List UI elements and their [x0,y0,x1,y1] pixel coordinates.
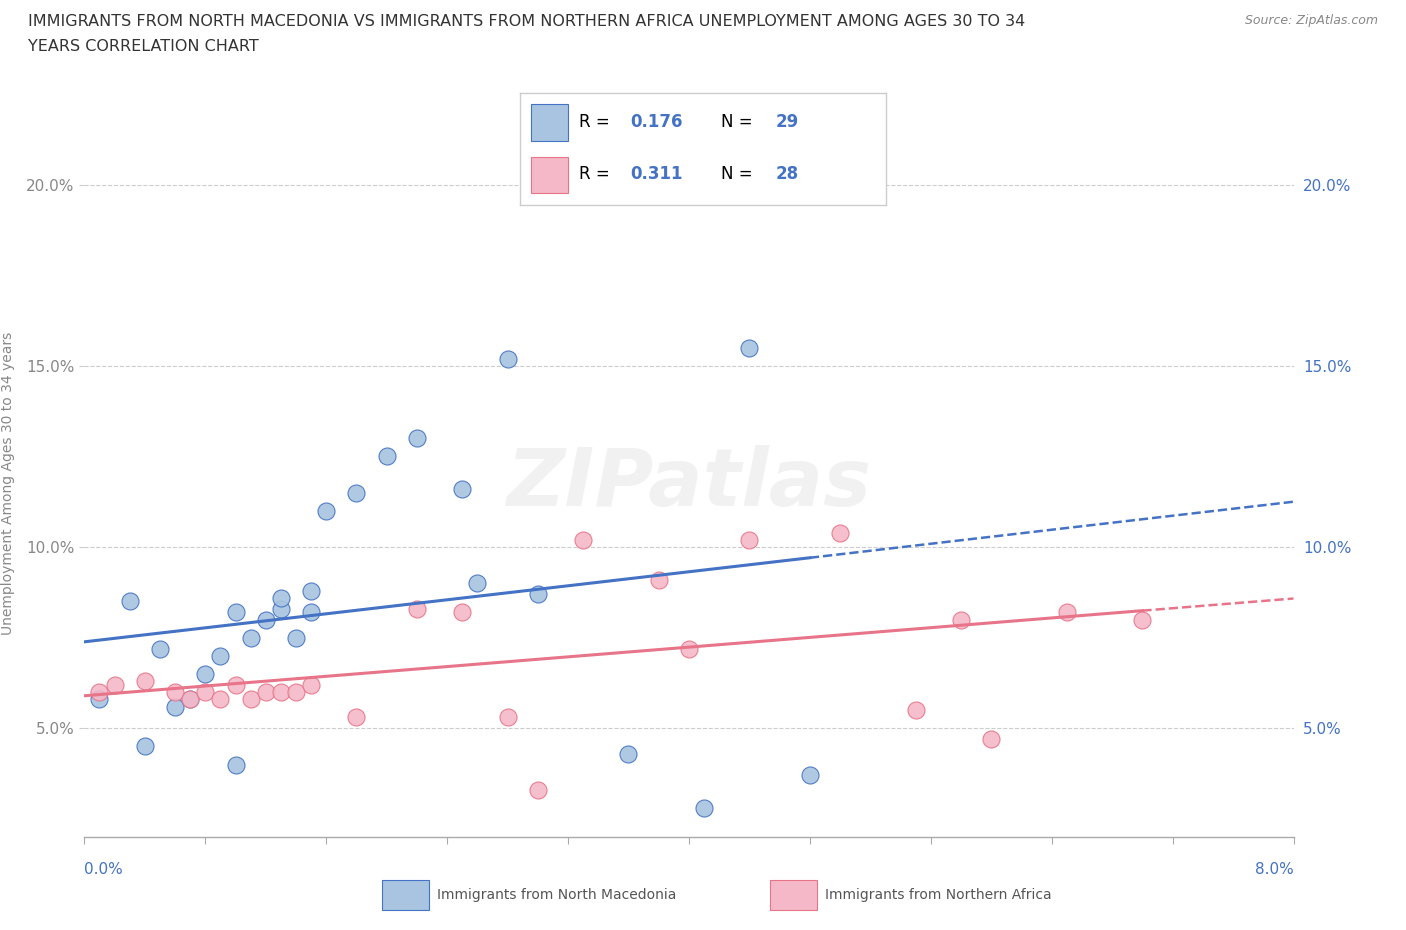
Point [270,591,292,605]
Text: N =: N = [721,166,758,183]
Point [194,684,217,699]
Point [451,604,474,619]
Point [346,485,368,500]
Point [904,703,927,718]
Point [285,631,308,645]
Point [134,673,156,688]
Text: 0.176: 0.176 [630,113,682,131]
Point [254,684,277,699]
Point [179,692,201,707]
Point [149,641,172,656]
Point [179,692,201,707]
Point [1056,604,1078,619]
Point [799,768,821,783]
Point [451,482,474,497]
Point [738,532,761,547]
Text: YEARS CORRELATION CHART: YEARS CORRELATION CHART [28,39,259,54]
Point [118,594,141,609]
Point [194,667,217,682]
Text: Immigrants from North Macedonia: Immigrants from North Macedonia [437,888,676,902]
Point [239,631,262,645]
Point [89,684,111,699]
Text: 0.311: 0.311 [630,166,682,183]
Point [254,612,277,627]
Point [467,576,489,591]
FancyBboxPatch shape [382,880,429,910]
Point [104,677,127,692]
Point [346,710,368,724]
Point [496,710,519,724]
FancyBboxPatch shape [531,156,568,193]
Point [209,648,232,663]
Text: ZIPatlas: ZIPatlas [506,445,872,523]
Point [617,746,640,761]
Point [527,782,550,797]
Point [225,677,247,692]
Text: 8.0%: 8.0% [1254,862,1294,877]
Point [89,692,111,707]
Point [572,532,595,547]
Point [375,449,398,464]
Text: R =: R = [579,166,614,183]
Point [1132,612,1154,627]
Point [299,583,322,598]
Text: 0.0%: 0.0% [84,862,124,877]
Text: Immigrants from Northern Africa: Immigrants from Northern Africa [825,888,1052,902]
Point [315,503,337,518]
Point [209,692,232,707]
Point [980,732,1002,747]
Point [225,757,247,772]
FancyBboxPatch shape [531,104,568,141]
Text: N =: N = [721,113,758,131]
Point [165,699,187,714]
Point [678,641,700,656]
Point [693,801,716,816]
Point [830,525,852,540]
Point [406,601,429,616]
Point [165,684,187,699]
Point [270,684,292,699]
FancyBboxPatch shape [770,880,817,910]
Point [134,739,156,754]
Point [285,684,308,699]
Text: Source: ZipAtlas.com: Source: ZipAtlas.com [1244,14,1378,27]
Point [648,572,671,587]
Y-axis label: Unemployment Among Ages 30 to 34 years: Unemployment Among Ages 30 to 34 years [1,332,15,635]
Point [239,692,262,707]
Point [299,677,322,692]
Point [950,612,973,627]
Point [406,431,429,445]
Point [225,604,247,619]
Point [299,604,322,619]
Point [738,340,761,355]
Text: R =: R = [579,113,614,131]
Text: 28: 28 [776,166,799,183]
Point [527,587,550,602]
Point [496,352,519,366]
Text: IMMIGRANTS FROM NORTH MACEDONIA VS IMMIGRANTS FROM NORTHERN AFRICA UNEMPLOYMENT : IMMIGRANTS FROM NORTH MACEDONIA VS IMMIG… [28,14,1025,29]
Point [270,601,292,616]
Text: 29: 29 [776,113,800,131]
